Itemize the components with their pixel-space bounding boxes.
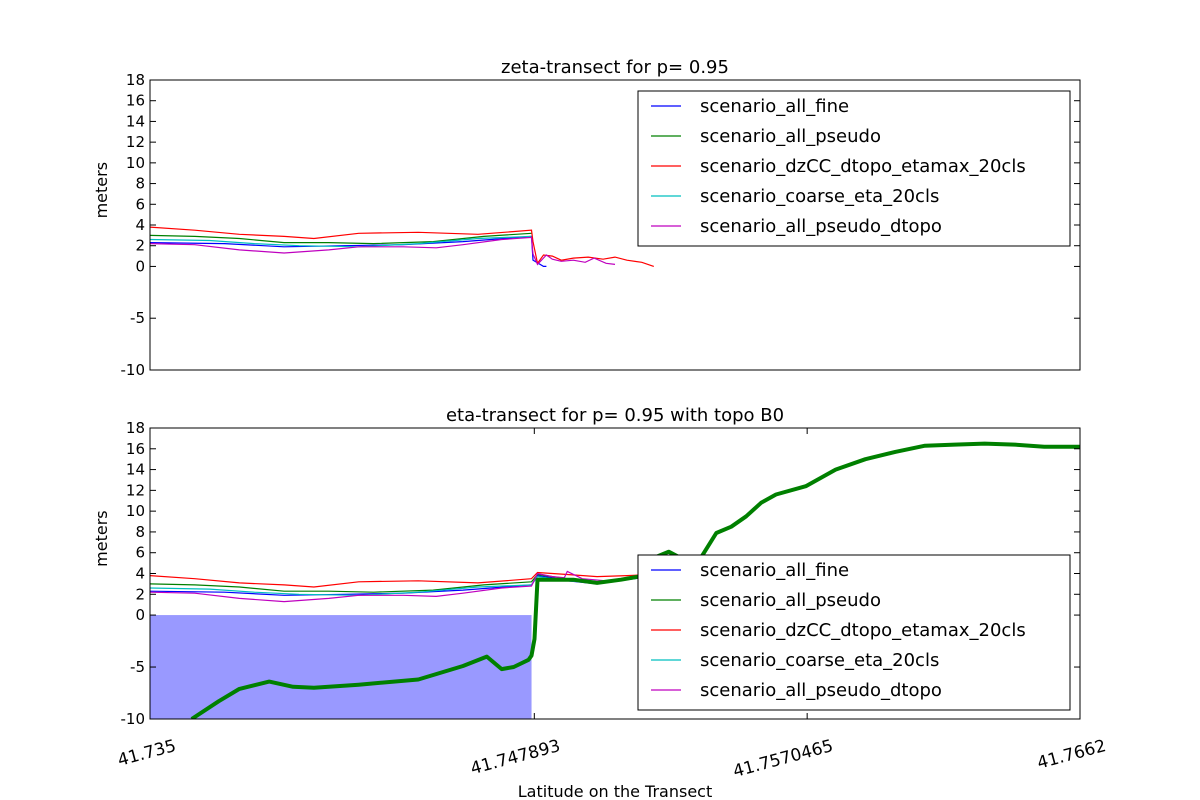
y-tick-label: 6 [135, 195, 145, 213]
y-tick-label: 16 [126, 92, 145, 110]
legend-label-scenario-coarse-eta-20cls: scenario_coarse_eta_20cls [700, 186, 939, 207]
y-tick-label: 2 [135, 585, 145, 603]
legend-label-scenario-all-fine: scenario_all_fine [700, 560, 849, 581]
legend-label-scenario-coarse-eta-20cls: scenario_coarse_eta_20cls [700, 650, 939, 671]
series-line-scenario-all-pseudo-dtopo [150, 236, 616, 266]
series-line-scenario-all-pseudo [150, 232, 532, 245]
x-tick-label: 41.7662 [1035, 736, 1108, 774]
legend-label-scenario-dzcc-dtopo-etamax-20cls: scenario_dzCC_dtopo_etamax_20cls [700, 620, 1026, 641]
y-tick-label: 6 [135, 544, 145, 562]
y-axis-label: meters [92, 510, 111, 566]
y-tick-label: -10 [121, 361, 146, 379]
legend-label-scenario-all-pseudo: scenario_all_pseudo [700, 590, 881, 611]
plot-area [150, 226, 654, 267]
x-tick-label: 41.7570465 [731, 736, 835, 782]
y-tick-label: 10 [126, 502, 145, 520]
y-tick-label: -5 [130, 309, 145, 327]
y-tick-label: -10 [121, 710, 146, 728]
y-tick-label: 8 [135, 175, 145, 193]
chart-title: eta-transect for p= 0.95 with topo B0 [446, 405, 784, 426]
legend-label-scenario-all-pseudo-dtopo: scenario_all_pseudo_dtopo [700, 680, 942, 701]
y-tick-label: 18 [126, 71, 145, 89]
y-tick-label: 16 [126, 440, 145, 458]
legend: scenario_all_fine scenario_all_pseudoscen… [637, 90, 1071, 247]
y-tick-label: 4 [135, 565, 145, 583]
legend: scenario_all_fine scenario_all_pseudoscen… [637, 554, 1071, 711]
eta-transect-panel: -10 -5 0 2 4 6 8 10 12 14 16 18 41.735 41.747893 41.75… [92, 405, 1108, 782]
series-line-scenario-all-pseudo-dtopo [150, 570, 627, 603]
legend-box [637, 90, 1071, 247]
series-line-scenario-coarse-eta-20cls [150, 235, 532, 248]
y-tick-label: 10 [126, 154, 145, 172]
chart-title: zeta-transect for p= 0.95 [501, 57, 729, 78]
y-tick-label: 2 [135, 237, 145, 255]
series-line-scenario-dzcc-dtopo-etamax-20cls [150, 571, 654, 588]
legend-label-scenario-all-pseudo-dtopo: scenario_all_pseudo_dtopo [700, 216, 942, 237]
legend-label-scenario-dzcc-dtopo-etamax-20cls: scenario_dzCC_dtopo_etamax_20cls [700, 156, 1026, 177]
y-tick-label: 14 [126, 112, 145, 130]
y-tick-label: 8 [135, 523, 145, 541]
zeta-transect-panel: -10 -5 0 2 4 6 8 10 12 14 16 18 zeta-transect for p=… [92, 57, 1081, 379]
y-tick-label: 12 [126, 481, 145, 499]
legend-label-scenario-all-fine: scenario_all_fine [700, 96, 849, 117]
y-tick-label: 4 [135, 216, 145, 234]
y-tick-label: 12 [126, 133, 145, 151]
y-tick-label: 0 [135, 606, 145, 624]
x-tick-label: 41.747893 [469, 736, 563, 779]
series-line-scenario-all-pseudo [150, 573, 651, 593]
y-tick-label: -5 [130, 658, 145, 676]
y-tick-label: 18 [126, 419, 145, 437]
legend-label-scenario-all-pseudo: scenario_all_pseudo [700, 126, 881, 147]
water-fill [150, 615, 532, 719]
legend-box [637, 554, 1071, 711]
y-axis-label: meters [92, 162, 111, 218]
y-tick-label: 14 [126, 461, 145, 479]
x-tick-label: 41.735 [116, 736, 179, 771]
y-tick-label: 0 [135, 257, 145, 275]
x-axis-label: Latitude on the Transect [518, 782, 713, 800]
